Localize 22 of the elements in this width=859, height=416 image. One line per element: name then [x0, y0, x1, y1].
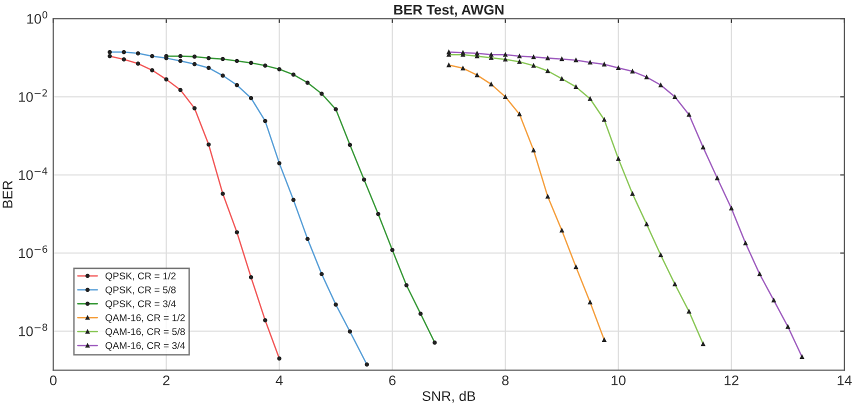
legend-label: QPSK, CR = 1/2 — [106, 272, 176, 282]
x-tick-label: 0 — [50, 375, 57, 386]
x-axis-title: SNR, dB — [422, 390, 476, 403]
legend-label: QPSK, CR = 5/8 — [106, 286, 176, 296]
x-tick-label: 2 — [163, 375, 170, 386]
legend-label: QPSK, CR = 3/4 — [106, 300, 176, 309]
y-tick-label: 10$^{−8}$ — [19, 324, 48, 336]
chart-title: BER Test, AWGN — [394, 4, 504, 17]
x-tick-label: 12 — [724, 375, 738, 386]
legend-label: QAM-16, CR = 5/8 — [106, 328, 185, 337]
y-tick-label: 10$^{−4}$ — [19, 167, 48, 180]
legend-label: QAM-16, CR = 3/4 — [106, 342, 186, 351]
x-tick-label: 10 — [612, 375, 626, 386]
x-tick-label: 8 — [502, 375, 509, 386]
legend-label: QAM-16, CR = 1/2 — [106, 314, 185, 323]
y-tick-label: 10$^{−6}$ — [19, 245, 48, 258]
y-axis-title: BER — [2, 180, 12, 208]
x-tick-label: 14 — [838, 376, 852, 386]
x-tick-label: 4 — [276, 376, 283, 386]
x-tick-label: 6 — [389, 375, 396, 386]
y-tick-label: 10$^{−2}$ — [19, 89, 47, 102]
y-tick-label: 10$^{0}$ — [27, 11, 48, 24]
